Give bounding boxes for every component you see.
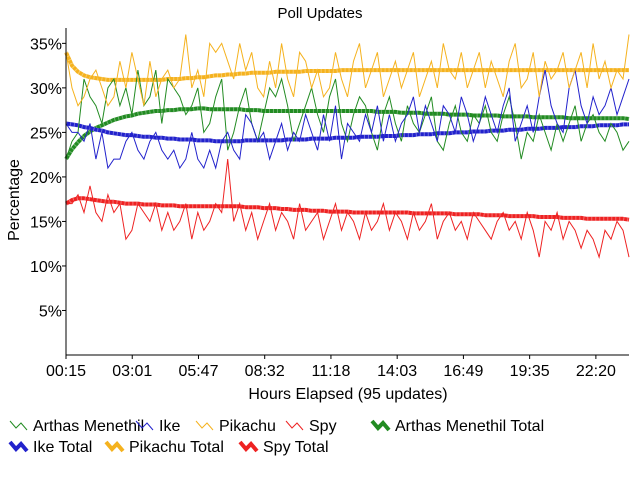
x-tick-label: 05:47: [178, 363, 218, 380]
x-tick-label: 11:18: [312, 363, 351, 380]
chart-title: Poll Updates: [277, 5, 362, 22]
x-tick-label: 19:35: [510, 363, 550, 380]
legend-swatch-pikachu: [195, 420, 214, 431]
y-axis-label: Percentage: [6, 159, 23, 241]
legend-swatch-arthas-menethil-total: [370, 419, 391, 432]
plot-series: [64, 34, 630, 259]
legend-label-arthas-menethil-total: Arthas Menethil Total: [395, 418, 544, 435]
legend-label-arthas-menethil: Arthas Menethil: [33, 418, 144, 435]
plot-axes: 5% 10% 15% 20% 25% 30% 35% 00:15 03:01 05:47 08:32…: [30, 28, 629, 380]
legend-swatch-pikachu-total: [104, 440, 125, 453]
legend-swatch-ike-total: [8, 440, 29, 453]
legend-label-spy: Spy: [309, 418, 337, 435]
y-tick-label: 25%: [30, 125, 62, 142]
y-tick-label: 35%: [30, 36, 62, 53]
legend-label-spy-total: Spy Total: [263, 439, 329, 456]
series-line-arthas-menethil: [65, 69, 630, 160]
series-line-texture-arthas-menethil-total: [64, 106, 630, 161]
legend: Arthas Menethil Ike Pikachu Spy Arthas Menet…: [8, 418, 544, 456]
x-tick-label: 03:01: [112, 363, 152, 380]
y-tick-label: 10%: [30, 259, 62, 276]
series-line-ike-total: [65, 121, 629, 144]
legend-label-ike-total: Ike Total: [33, 439, 92, 456]
y-tick-label: 20%: [30, 170, 62, 187]
x-tick-label: 16:49: [443, 363, 483, 380]
legend-swatch-spy: [285, 420, 304, 431]
x-tick-label: 14:03: [377, 363, 417, 380]
y-tick-label: 15%: [30, 214, 62, 231]
x-tick-label: 08:32: [245, 363, 285, 380]
legend-swatch-arthas-menethil: [9, 420, 28, 431]
y-tick-label: 5%: [39, 303, 62, 320]
series-line-pikachu: [65, 34, 630, 107]
x-tick-label: 00:15: [46, 363, 86, 380]
legend-label-pikachu-total: Pikachu Total: [129, 439, 224, 456]
legend-swatch-spy-total: [238, 440, 259, 453]
series-line-spy: [66, 159, 630, 259]
x-axis-label: Hours Elapsed (95 updates): [248, 386, 447, 403]
legend-label-pikachu: Pikachu: [219, 418, 276, 435]
series-line-arthas-menethil-total: [64, 106, 630, 161]
series-line-spy-total: [64, 196, 630, 222]
legend-swatch-ike: [135, 420, 154, 431]
y-tick-label: 30%: [30, 81, 62, 98]
series-line-ike: [65, 69, 630, 170]
x-tick-label: 22:20: [576, 363, 616, 380]
legend-label-ike: Ike: [159, 418, 180, 435]
